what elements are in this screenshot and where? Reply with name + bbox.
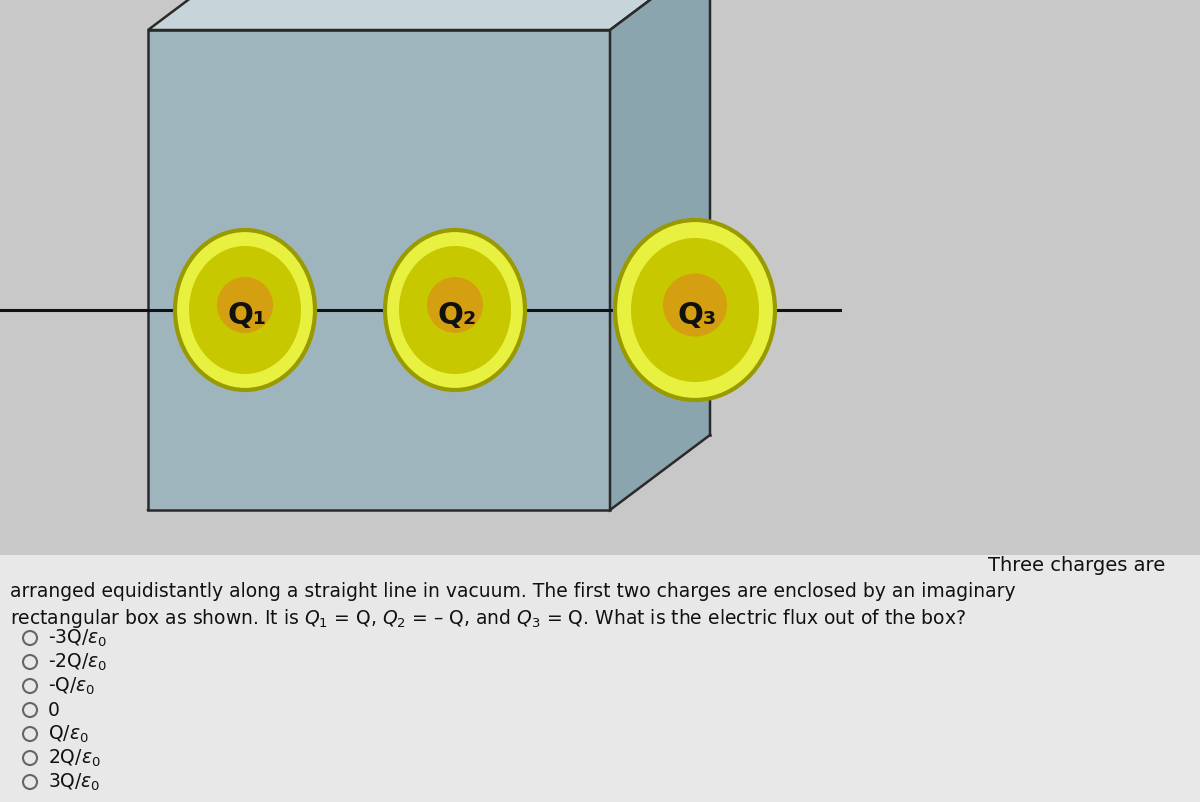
Text: Three charges are: Three charges are [988,556,1165,575]
Text: rectangular box as shown. It is $Q_1$ = Q, $Q_2$ = – Q, and $Q_3$ = Q. What is t: rectangular box as shown. It is $Q_1$ = … [10,607,966,630]
Ellipse shape [398,246,511,374]
Text: Q/$\varepsilon_0$: Q/$\varepsilon_0$ [48,723,89,744]
Ellipse shape [190,246,301,374]
Ellipse shape [175,230,314,390]
Polygon shape [148,30,610,510]
Ellipse shape [631,238,760,382]
Text: arranged equidistantly along a straight line in vacuum. The first two charges ar: arranged equidistantly along a straight … [10,582,1015,601]
Text: -Q/$\varepsilon_0$: -Q/$\varepsilon_0$ [48,675,96,697]
Bar [0,555,1200,802]
Text: Q₂: Q₂ [437,302,476,330]
Polygon shape [148,0,710,30]
Ellipse shape [616,220,775,400]
Ellipse shape [662,273,727,337]
Text: 2Q/$\varepsilon_0$: 2Q/$\varepsilon_0$ [48,747,101,768]
Ellipse shape [217,277,274,333]
Text: -2Q/$\varepsilon_0$: -2Q/$\varepsilon_0$ [48,651,108,673]
Text: 0: 0 [48,700,60,719]
Ellipse shape [385,230,526,390]
Bar [0,0,1200,555]
Polygon shape [610,0,710,510]
Text: Q₃: Q₃ [677,302,716,330]
Text: Q₁: Q₁ [227,302,266,330]
Text: 3Q/$\varepsilon_0$: 3Q/$\varepsilon_0$ [48,772,101,792]
Ellipse shape [427,277,482,333]
Text: -3Q/$\varepsilon_0$: -3Q/$\varepsilon_0$ [48,627,107,649]
